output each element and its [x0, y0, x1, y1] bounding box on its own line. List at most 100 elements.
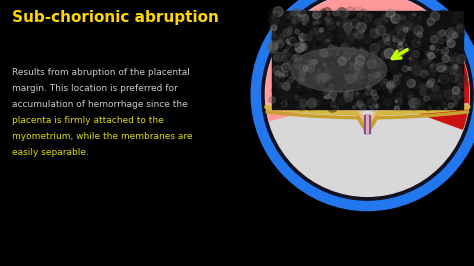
Circle shape — [295, 106, 298, 109]
Circle shape — [398, 49, 405, 56]
FancyBboxPatch shape — [365, 115, 369, 133]
Circle shape — [447, 30, 453, 36]
Circle shape — [360, 47, 363, 50]
Circle shape — [409, 57, 412, 60]
Circle shape — [352, 56, 357, 61]
Circle shape — [356, 77, 360, 81]
Circle shape — [437, 32, 442, 37]
Circle shape — [298, 47, 305, 53]
Circle shape — [391, 84, 394, 87]
Circle shape — [437, 63, 446, 72]
Circle shape — [416, 39, 423, 45]
Circle shape — [446, 29, 455, 38]
Circle shape — [284, 45, 288, 49]
Circle shape — [265, 0, 469, 196]
Circle shape — [251, 0, 474, 211]
Circle shape — [446, 58, 456, 68]
Circle shape — [370, 105, 377, 111]
Circle shape — [370, 44, 379, 53]
Circle shape — [373, 94, 378, 100]
Circle shape — [416, 38, 418, 40]
Circle shape — [408, 67, 411, 70]
Circle shape — [347, 30, 356, 40]
Circle shape — [386, 9, 395, 18]
Circle shape — [309, 60, 311, 63]
Circle shape — [316, 40, 321, 45]
Circle shape — [303, 66, 308, 71]
Circle shape — [355, 71, 358, 74]
Circle shape — [418, 16, 422, 21]
Circle shape — [270, 43, 278, 51]
Circle shape — [355, 96, 356, 98]
Circle shape — [439, 10, 447, 17]
Circle shape — [326, 63, 335, 72]
Wedge shape — [265, 0, 468, 121]
Circle shape — [428, 78, 435, 85]
Circle shape — [325, 42, 335, 52]
Circle shape — [292, 38, 301, 47]
Circle shape — [438, 38, 444, 44]
Circle shape — [412, 51, 419, 57]
Circle shape — [356, 92, 358, 95]
Circle shape — [457, 92, 459, 95]
Circle shape — [308, 58, 314, 64]
Circle shape — [450, 57, 455, 62]
Text: Results from abruption of the placental: Results from abruption of the placental — [12, 68, 190, 77]
Circle shape — [345, 38, 347, 40]
Circle shape — [356, 56, 360, 60]
Circle shape — [372, 100, 378, 106]
Circle shape — [276, 71, 280, 75]
Circle shape — [411, 98, 420, 108]
Circle shape — [309, 48, 317, 56]
Circle shape — [417, 32, 422, 38]
Circle shape — [346, 7, 355, 15]
Circle shape — [424, 31, 426, 33]
Circle shape — [346, 90, 354, 98]
Circle shape — [326, 18, 330, 22]
Circle shape — [272, 36, 278, 42]
Circle shape — [300, 99, 308, 107]
Circle shape — [448, 103, 454, 108]
Circle shape — [393, 90, 403, 100]
Circle shape — [390, 90, 392, 93]
Circle shape — [273, 65, 283, 75]
Circle shape — [280, 77, 285, 82]
Circle shape — [390, 44, 398, 52]
Circle shape — [307, 65, 311, 70]
Circle shape — [441, 47, 448, 54]
Circle shape — [279, 73, 284, 78]
Circle shape — [359, 99, 363, 102]
Circle shape — [353, 105, 356, 109]
Circle shape — [392, 35, 399, 42]
Circle shape — [356, 56, 365, 65]
Circle shape — [351, 19, 360, 28]
Circle shape — [418, 41, 419, 43]
Circle shape — [358, 73, 367, 82]
Circle shape — [318, 36, 325, 43]
Circle shape — [316, 80, 320, 84]
Circle shape — [416, 85, 418, 88]
Circle shape — [454, 53, 460, 59]
Circle shape — [344, 92, 353, 102]
Circle shape — [385, 20, 388, 22]
Circle shape — [392, 75, 399, 82]
Circle shape — [364, 24, 366, 27]
Circle shape — [442, 55, 449, 62]
Circle shape — [437, 48, 438, 50]
Circle shape — [313, 50, 322, 59]
Circle shape — [415, 25, 420, 30]
Text: accumulation of hemorrhage since the: accumulation of hemorrhage since the — [12, 100, 188, 109]
Circle shape — [377, 40, 385, 48]
Circle shape — [445, 108, 447, 110]
Circle shape — [355, 31, 364, 40]
Circle shape — [399, 26, 407, 34]
Circle shape — [299, 70, 306, 76]
Circle shape — [361, 29, 365, 32]
Circle shape — [367, 99, 377, 109]
Circle shape — [331, 102, 336, 107]
Circle shape — [407, 49, 414, 56]
Circle shape — [457, 23, 462, 28]
Circle shape — [274, 14, 278, 17]
Circle shape — [435, 93, 441, 99]
Circle shape — [429, 30, 435, 37]
